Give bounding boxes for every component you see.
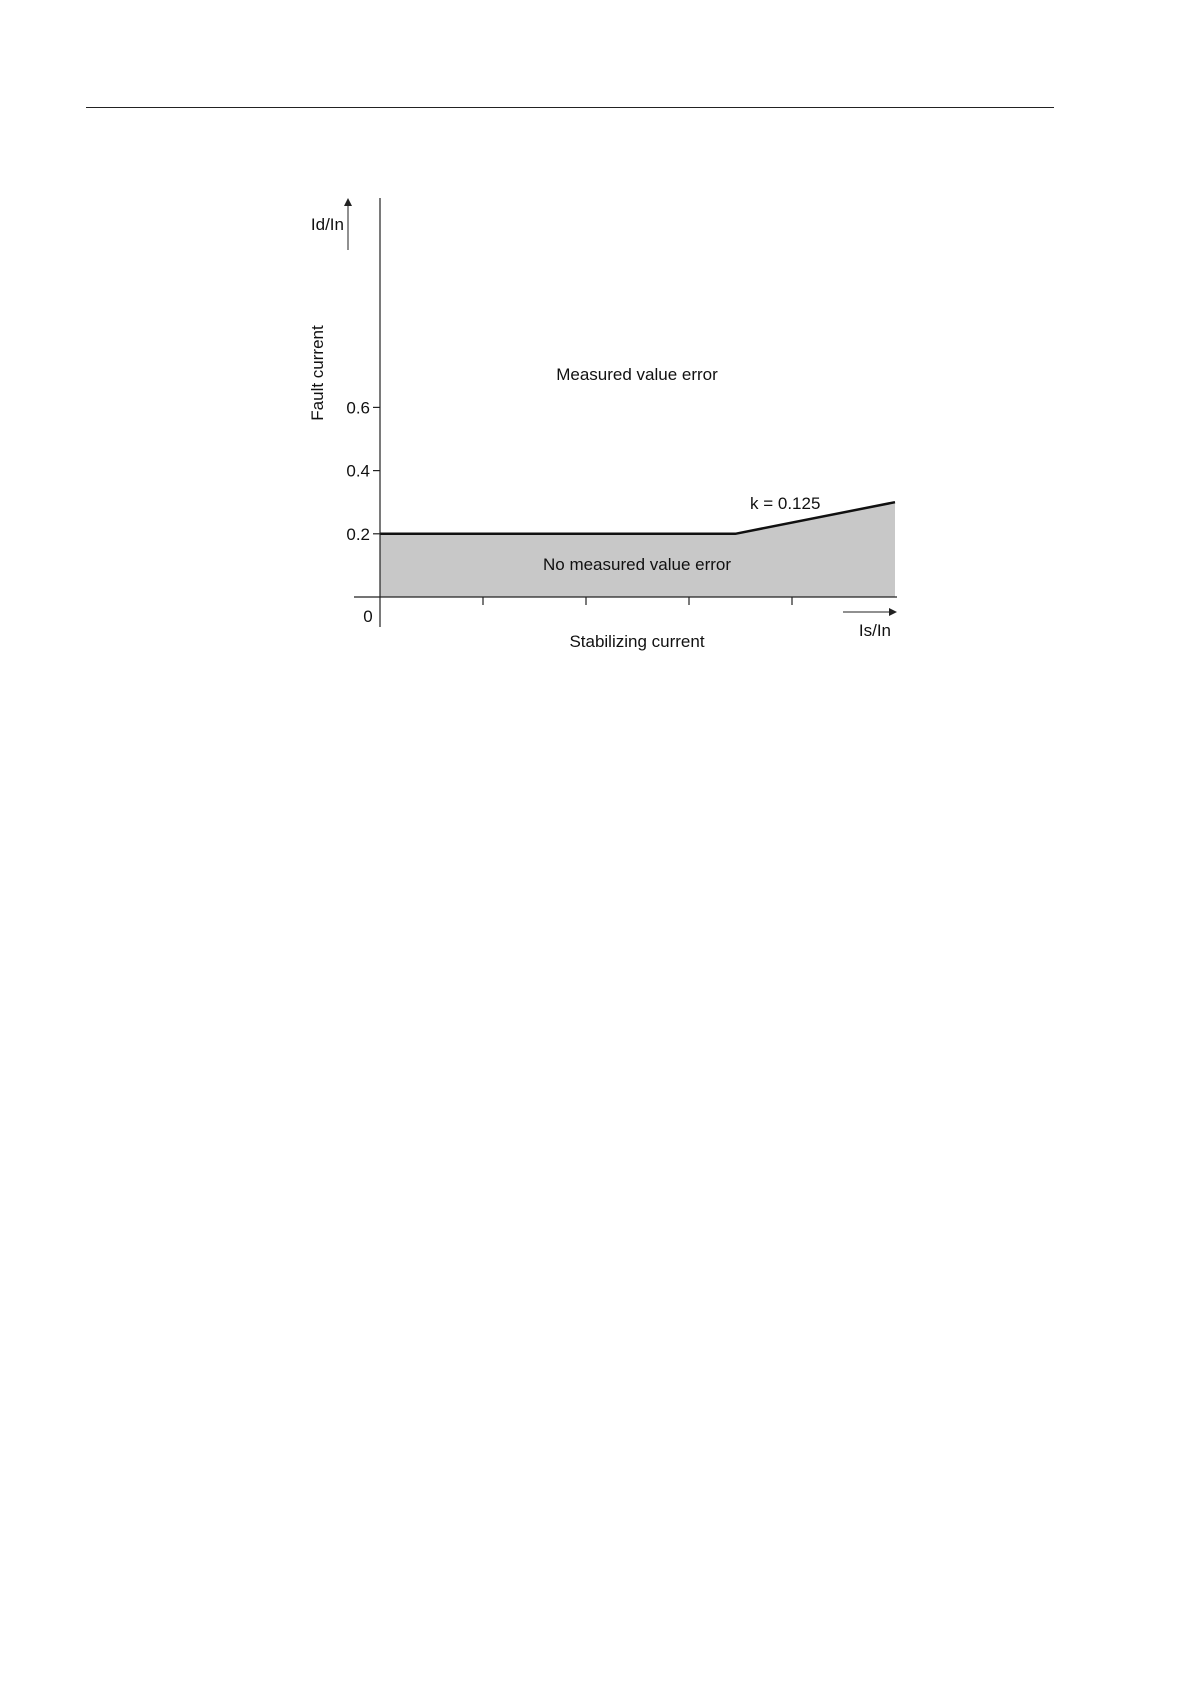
origin-label: 0 <box>363 607 372 626</box>
lower-region-label: No measured value error <box>543 555 731 574</box>
upper-region-label: Measured value error <box>556 365 718 384</box>
no-error-region <box>380 502 895 597</box>
y-tick-label: 0.2 <box>346 525 370 544</box>
slope-label: k = 0.125 <box>750 494 820 513</box>
characteristic-line <box>380 500 896 536</box>
x-axis-title: Stabilizing current <box>569 632 704 651</box>
y-tick-label: 0.4 <box>346 462 370 481</box>
y-axis-title: Fault current <box>308 325 327 421</box>
y-arrow-head-icon <box>344 198 352 206</box>
y-unit-label: Id/In <box>311 215 344 234</box>
x-arrow-head-icon <box>889 608 897 616</box>
x-unit-label: Is/In <box>859 621 891 640</box>
chart: 0.2 0.4 0.6 Id/In Is/In 0 Stabilizing curr… <box>308 198 897 651</box>
y-tick-label: 0.6 <box>346 398 370 417</box>
header-rule <box>86 107 1054 108</box>
